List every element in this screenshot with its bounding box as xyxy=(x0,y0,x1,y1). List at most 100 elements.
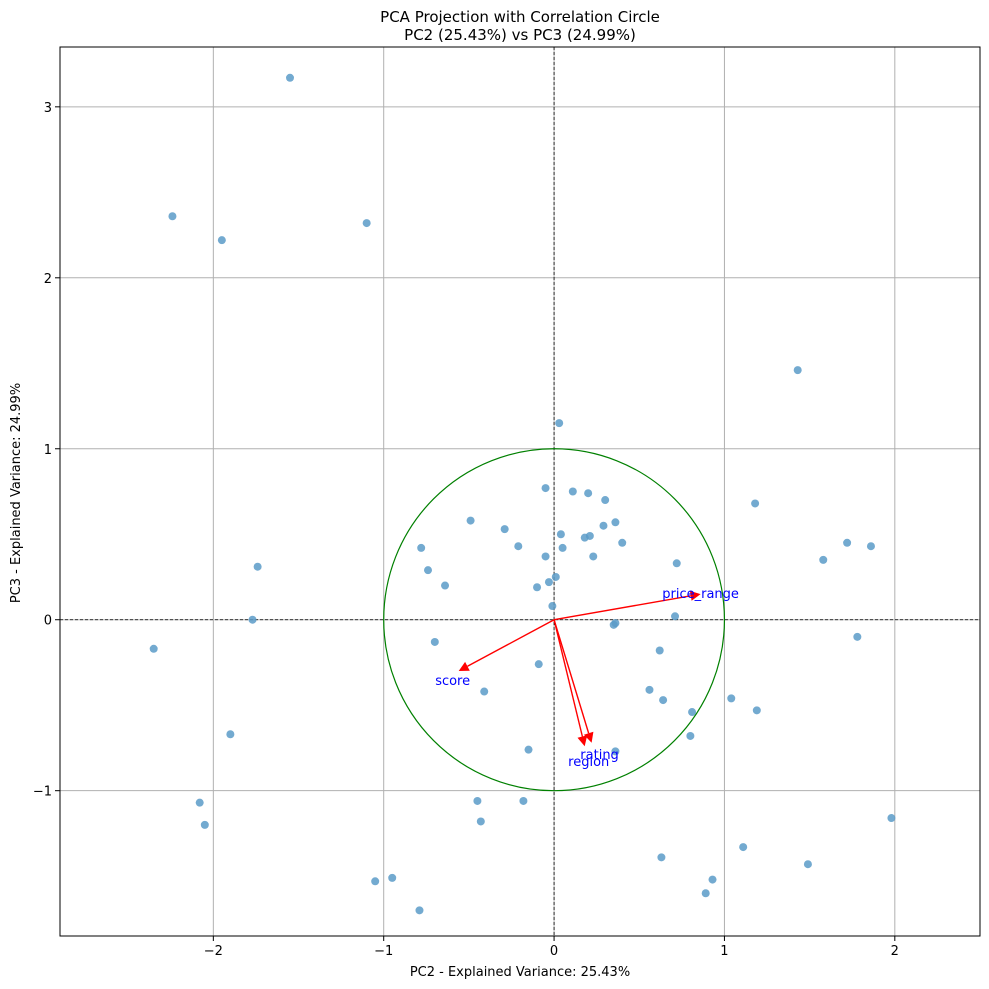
data-point xyxy=(248,615,257,624)
vector-label-rating: rating xyxy=(580,748,619,763)
data-point xyxy=(555,419,564,428)
data-point xyxy=(671,612,680,621)
data-point xyxy=(541,484,550,493)
data-point xyxy=(195,798,204,807)
scatter-points xyxy=(149,73,896,915)
data-point xyxy=(473,796,482,805)
grid-lines xyxy=(60,47,980,936)
data-point xyxy=(362,219,371,228)
data-point xyxy=(887,814,896,823)
data-point xyxy=(751,499,760,508)
data-point xyxy=(430,637,439,646)
correlation-circle xyxy=(383,448,726,792)
data-point xyxy=(609,620,618,629)
correlation-circle-layer xyxy=(383,448,726,792)
data-point xyxy=(424,566,432,575)
x-tick-label: −1 xyxy=(374,944,393,959)
y-tick-label: 1 xyxy=(44,443,52,458)
data-point xyxy=(558,543,567,552)
data-point xyxy=(415,906,424,915)
data-point xyxy=(533,583,542,592)
vector-label-price_range: price_range xyxy=(662,587,739,602)
data-point xyxy=(599,521,608,530)
data-point xyxy=(371,877,380,886)
data-point xyxy=(708,875,717,884)
data-point xyxy=(580,533,589,542)
vector-arrow-score xyxy=(467,619,555,667)
chart-title: PCA Projection with Correlation Circle xyxy=(380,8,660,26)
y-tick-label: 3 xyxy=(44,101,52,116)
vector-arrowhead-rating xyxy=(583,731,594,743)
x-tick-label: 0 xyxy=(550,944,558,959)
data-point xyxy=(618,538,627,547)
data-point xyxy=(688,708,697,717)
data-point xyxy=(556,530,565,539)
vector-arrow-price_range xyxy=(553,595,691,621)
data-point xyxy=(645,685,654,694)
data-point xyxy=(388,873,397,882)
vector-label-score: score xyxy=(435,674,470,689)
data-point xyxy=(534,660,543,669)
data-point xyxy=(584,489,593,498)
data-point xyxy=(843,538,852,547)
data-point xyxy=(476,817,485,826)
y-axis-label: PC3 - Explained Variance: 24.99% xyxy=(9,383,24,603)
data-point xyxy=(548,602,557,611)
data-point xyxy=(727,694,736,703)
data-point xyxy=(544,578,553,587)
data-point xyxy=(601,496,610,505)
data-point xyxy=(417,543,426,552)
vector-arrowhead-price_range xyxy=(689,590,701,601)
data-point xyxy=(611,518,620,527)
data-point xyxy=(659,696,668,705)
data-point xyxy=(480,687,489,696)
loading-vectors xyxy=(458,590,701,747)
data-point xyxy=(701,889,710,898)
x-tick-label: 1 xyxy=(720,944,728,959)
data-point xyxy=(551,572,560,581)
data-point xyxy=(524,745,533,754)
data-point xyxy=(217,236,226,245)
x-axis-label: PC2 - Explained Variance: 25.43% xyxy=(410,965,630,980)
vector-arrow-rating xyxy=(553,619,590,734)
vector-arrow-region xyxy=(553,619,584,737)
plot-frame xyxy=(59,46,981,937)
data-point xyxy=(793,366,802,375)
chart-subtitle: PC2 (25.43%) vs PC3 (24.99%) xyxy=(404,26,636,44)
data-point xyxy=(686,731,695,740)
data-point xyxy=(253,562,262,571)
zero-reference-lines xyxy=(60,47,980,936)
data-point xyxy=(149,644,158,653)
data-point xyxy=(519,796,528,805)
vector-arrowhead-score xyxy=(458,661,470,671)
x-axis-ticks: −2 −1 0 1 2 xyxy=(204,936,899,959)
vector-label-region: region xyxy=(568,755,609,770)
data-point xyxy=(286,73,294,82)
data-point xyxy=(853,632,862,641)
vector-arrowhead-region xyxy=(577,735,588,747)
data-point xyxy=(568,487,577,496)
data-point xyxy=(672,559,681,568)
data-point xyxy=(866,542,875,551)
x-tick-label: −2 xyxy=(204,944,223,959)
x-tick-label: 2 xyxy=(891,944,899,959)
data-point xyxy=(441,581,450,590)
y-tick-label: 2 xyxy=(44,272,52,287)
data-point xyxy=(803,860,812,869)
data-point xyxy=(226,730,235,739)
data-point xyxy=(819,555,828,564)
data-point xyxy=(541,552,550,561)
y-axis-ticks: −1 0 1 2 3 xyxy=(33,101,60,800)
data-point xyxy=(500,525,509,534)
data-point xyxy=(200,820,209,829)
data-point xyxy=(655,646,664,655)
data-point xyxy=(514,542,523,551)
data-point xyxy=(589,552,598,561)
data-point xyxy=(739,843,748,852)
data-point xyxy=(752,706,761,715)
data-point xyxy=(611,747,620,756)
data-point xyxy=(168,212,177,221)
data-point xyxy=(466,516,475,525)
